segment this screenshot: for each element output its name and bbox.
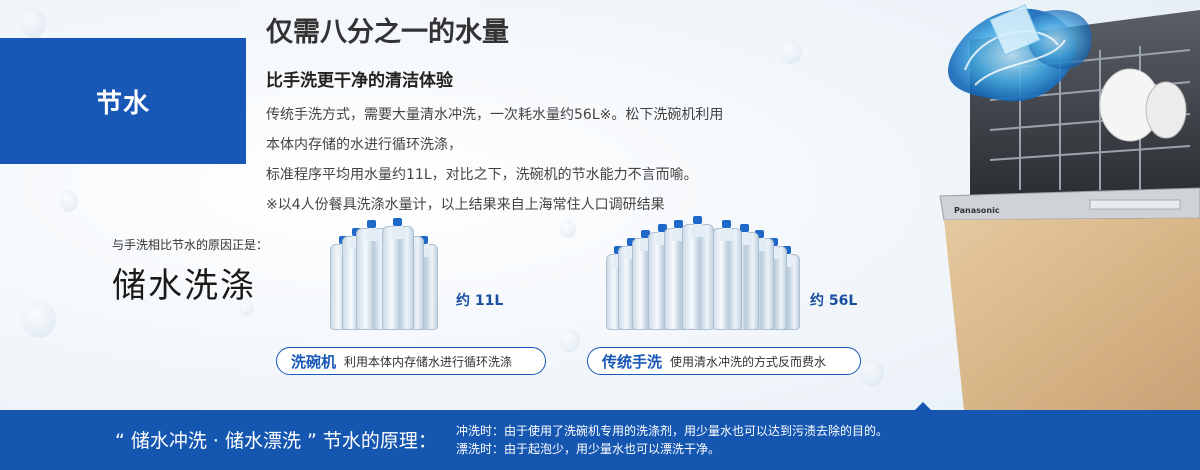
bottles-56l-illustration	[604, 216, 800, 332]
dishwasher-amount: 约 11L	[456, 293, 504, 309]
footer-line: 漂洗时：由于起泡少，用少量水也可以漂洗干净。	[456, 442, 721, 456]
feature-badge-label: 节水	[95, 88, 150, 119]
footer-line: 冲洗时：由于使用了洗碗机专用的洗涤剂，用少量水也可以达到污渍去除的目的。	[456, 424, 889, 438]
reason-headline: 储水洗涤	[112, 266, 256, 306]
footer-explanation: 冲洗时：由于使用了洗碗机专用的洗涤剂，用少量水也可以达到污渍去除的目的。 漂洗时…	[456, 422, 888, 458]
page-subtitle: 比手洗更干净的清洁体验	[266, 71, 453, 91]
reason-label: 与手洗相比节水的原因正是：	[112, 238, 269, 252]
description-text: 传统手洗方式，需要大量清水冲洗，一次耗水量约56L※。松下洗碗机利用 本体内存储…	[266, 100, 723, 220]
page-title: 仅需八分之一的水量	[266, 17, 509, 48]
handwash-desc: 使用清水冲洗的方式反而费水	[670, 354, 827, 369]
dishwasher-desc: 利用本体内存储水进行循环洗涤	[344, 354, 513, 369]
handwash-name: 传统手洗	[602, 352, 663, 371]
dishwasher-label-pill: 洗碗机 利用本体内存储水进行循环洗涤	[276, 347, 546, 375]
handwash-amount: 约 56L	[810, 293, 858, 309]
feature-badge: 节水	[0, 38, 246, 164]
dishwasher-illustration	[939, 4, 1200, 410]
footer-notch	[914, 402, 932, 411]
description-line: 本体内存储的水进行循环洗涤，	[266, 137, 462, 153]
description-line: 传统手洗方式，需要大量清水冲洗，一次耗水量约56L※。松下洗碗机利用	[266, 107, 724, 123]
footer-title: “ 储水冲洗 · 储水漂洗 ” 节水的原理：	[115, 430, 437, 452]
handwash-label-pill: 传统手洗 使用清水冲洗的方式反而费水	[587, 347, 861, 375]
bottles-11l-illustration	[326, 218, 446, 332]
description-line: ※以4人份餐具洗涤水量计，以上结果来自上海常住人口调研结果	[266, 197, 665, 213]
description-line: 标准程序平均用水量约11L，对比之下，洗碗机的节水能力不言而喻。	[266, 167, 698, 183]
footer-bar: “ 储水冲洗 · 储水漂洗 ” 节水的原理： 冲洗时：由于使用了洗碗机专用的洗涤…	[0, 410, 1200, 470]
dishwasher-name: 洗碗机	[291, 352, 337, 371]
brand-logo: Panasonic	[954, 206, 1000, 215]
